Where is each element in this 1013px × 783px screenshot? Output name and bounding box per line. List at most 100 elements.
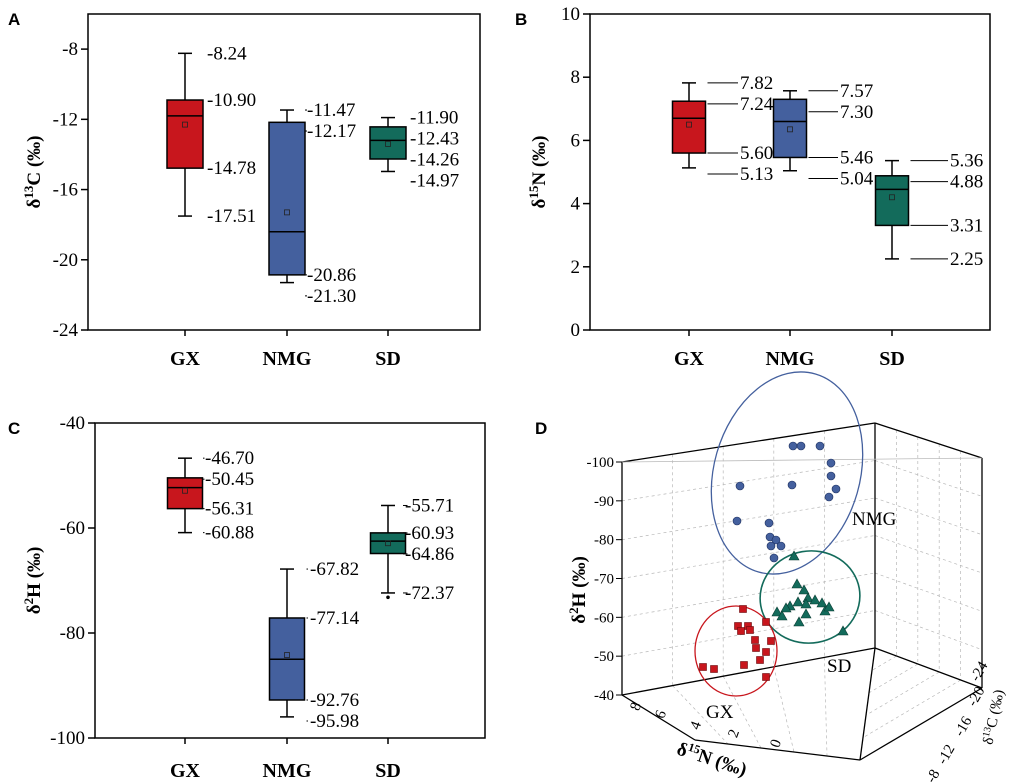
frame-edge xyxy=(621,457,983,463)
value-label: 3.31 xyxy=(950,215,983,236)
x-category-label: NMG xyxy=(766,348,815,370)
sd-point xyxy=(837,625,849,636)
grid-line xyxy=(672,685,729,745)
y-tick-label: 6 xyxy=(571,130,581,151)
panel-c: C -40 -60 -80 -100 δ2H (‰) GX NMG SD -46.70-50.45… xyxy=(8,413,486,782)
value-label: -95.98 xyxy=(310,711,359,732)
sd-point xyxy=(792,596,804,607)
y-tick-label: -100 xyxy=(50,728,85,749)
sd-point xyxy=(816,597,828,608)
panel-d: D -100 -90 -80 -70 -60 -50 -40 δ2H (‰) 86 4 2 0 δ15N … xyxy=(535,371,1008,783)
iqr-box xyxy=(166,99,204,169)
value-label: -55.71 xyxy=(405,495,454,516)
grid-line xyxy=(621,535,876,579)
value-label: -17.51 xyxy=(207,206,256,227)
grid-line xyxy=(621,460,876,502)
grid-line xyxy=(862,679,961,738)
value-label: -21.30 xyxy=(307,286,356,307)
sd-point xyxy=(800,598,812,609)
gx-point xyxy=(767,637,775,645)
z-tick-label: -100 xyxy=(587,455,615,471)
box-gx: -46.70-50.45 -56.31 -60.88 xyxy=(166,448,254,544)
y-axis-label: δ13C (‰) xyxy=(21,135,46,208)
value-label: 5.46 xyxy=(840,147,873,168)
nmg-point xyxy=(815,441,825,451)
y-tick-label: 10 xyxy=(561,4,580,25)
mean-marker xyxy=(385,540,391,547)
y-axis-label: δ2H (‰) xyxy=(21,547,46,615)
sd-point xyxy=(791,578,803,589)
y-tick-label: 8 xyxy=(571,67,581,88)
y-tick-label: -20 xyxy=(965,684,989,709)
value-label: 7.57 xyxy=(840,81,873,102)
gx-ellipse xyxy=(694,605,778,697)
sd-ellipse xyxy=(759,550,861,644)
sd-point xyxy=(823,601,835,612)
panel-letter: C xyxy=(8,419,20,438)
iqr-box xyxy=(268,121,306,276)
sd-point xyxy=(802,592,814,603)
mean-marker xyxy=(284,652,290,658)
value-label: 2.25 xyxy=(950,249,983,270)
nmg-point xyxy=(776,541,786,551)
sd-point xyxy=(798,584,810,595)
grid-lines xyxy=(621,430,983,757)
panel-letter: D xyxy=(535,419,547,438)
z-tick-label: -50 xyxy=(594,649,614,665)
value-label: -12.17 xyxy=(307,121,356,142)
nmg-point xyxy=(826,458,836,468)
value-label: 4.88 xyxy=(950,172,983,193)
iqr-box xyxy=(369,532,407,555)
x-tick-label: 0 xyxy=(767,737,785,750)
box-nmg: -67.82 -77.14 -92.76-95.98 xyxy=(268,559,360,732)
nmg-point xyxy=(824,492,834,502)
value-label: -11.90 xyxy=(410,108,458,129)
sd-group-label: SD xyxy=(827,656,851,677)
y-tick-label: -16 xyxy=(952,714,976,740)
gx-point xyxy=(751,636,759,644)
gx-point xyxy=(699,663,707,671)
z-tick-label: -60 xyxy=(594,610,614,626)
plot-frame xyxy=(589,13,991,331)
gx-point xyxy=(762,648,770,656)
z-tick-label: -70 xyxy=(594,572,614,588)
gx-point xyxy=(762,673,770,681)
value-label: 7.82 xyxy=(740,73,773,94)
iqr-box xyxy=(369,126,407,160)
frame-edge xyxy=(621,422,876,463)
value-label: -14.78 xyxy=(207,158,256,179)
gx-point xyxy=(710,665,718,673)
x-category-label: GX xyxy=(674,348,705,370)
sd-point xyxy=(788,550,800,561)
y-tick-label: -16 xyxy=(53,180,78,201)
value-label: 5.04 xyxy=(840,168,874,189)
x-tick-label: 8 xyxy=(627,700,645,713)
sd-point xyxy=(809,594,821,605)
box-gx: 7.827.24 5.605.13 xyxy=(671,73,774,185)
z-axis-label: δ2H (‰) xyxy=(566,556,591,624)
frame-edge xyxy=(859,647,876,761)
y-tick-label: 4 xyxy=(571,194,581,215)
y-tick-label: -8 xyxy=(62,39,78,60)
grid-line xyxy=(865,671,940,716)
grid-line xyxy=(874,610,983,650)
x-tick-label: 2 xyxy=(725,727,743,740)
y-tick-label: -60 xyxy=(60,518,85,539)
panel-a: A -8 -12 -16 -20 -24 δ13C (‰) GX NMG SD -8.24 -10.9… xyxy=(8,10,481,370)
y-tick-label: -12 xyxy=(53,109,78,130)
nmg-point xyxy=(764,518,774,528)
outlier-point xyxy=(386,595,390,600)
value-label: -46.70 xyxy=(205,448,254,469)
y-tick-label: -8 xyxy=(923,767,943,783)
x-category-label: NMG xyxy=(263,348,312,370)
y-axis-label: δ13C (‰) xyxy=(979,688,1008,746)
mean-marker xyxy=(686,121,692,128)
grid-line xyxy=(874,497,983,535)
frame-hidden xyxy=(621,457,983,463)
y-tick-label: -80 xyxy=(60,623,85,644)
x-tick-label: 4 xyxy=(687,719,705,732)
frame-edge xyxy=(621,647,876,696)
grid-line xyxy=(621,572,876,618)
